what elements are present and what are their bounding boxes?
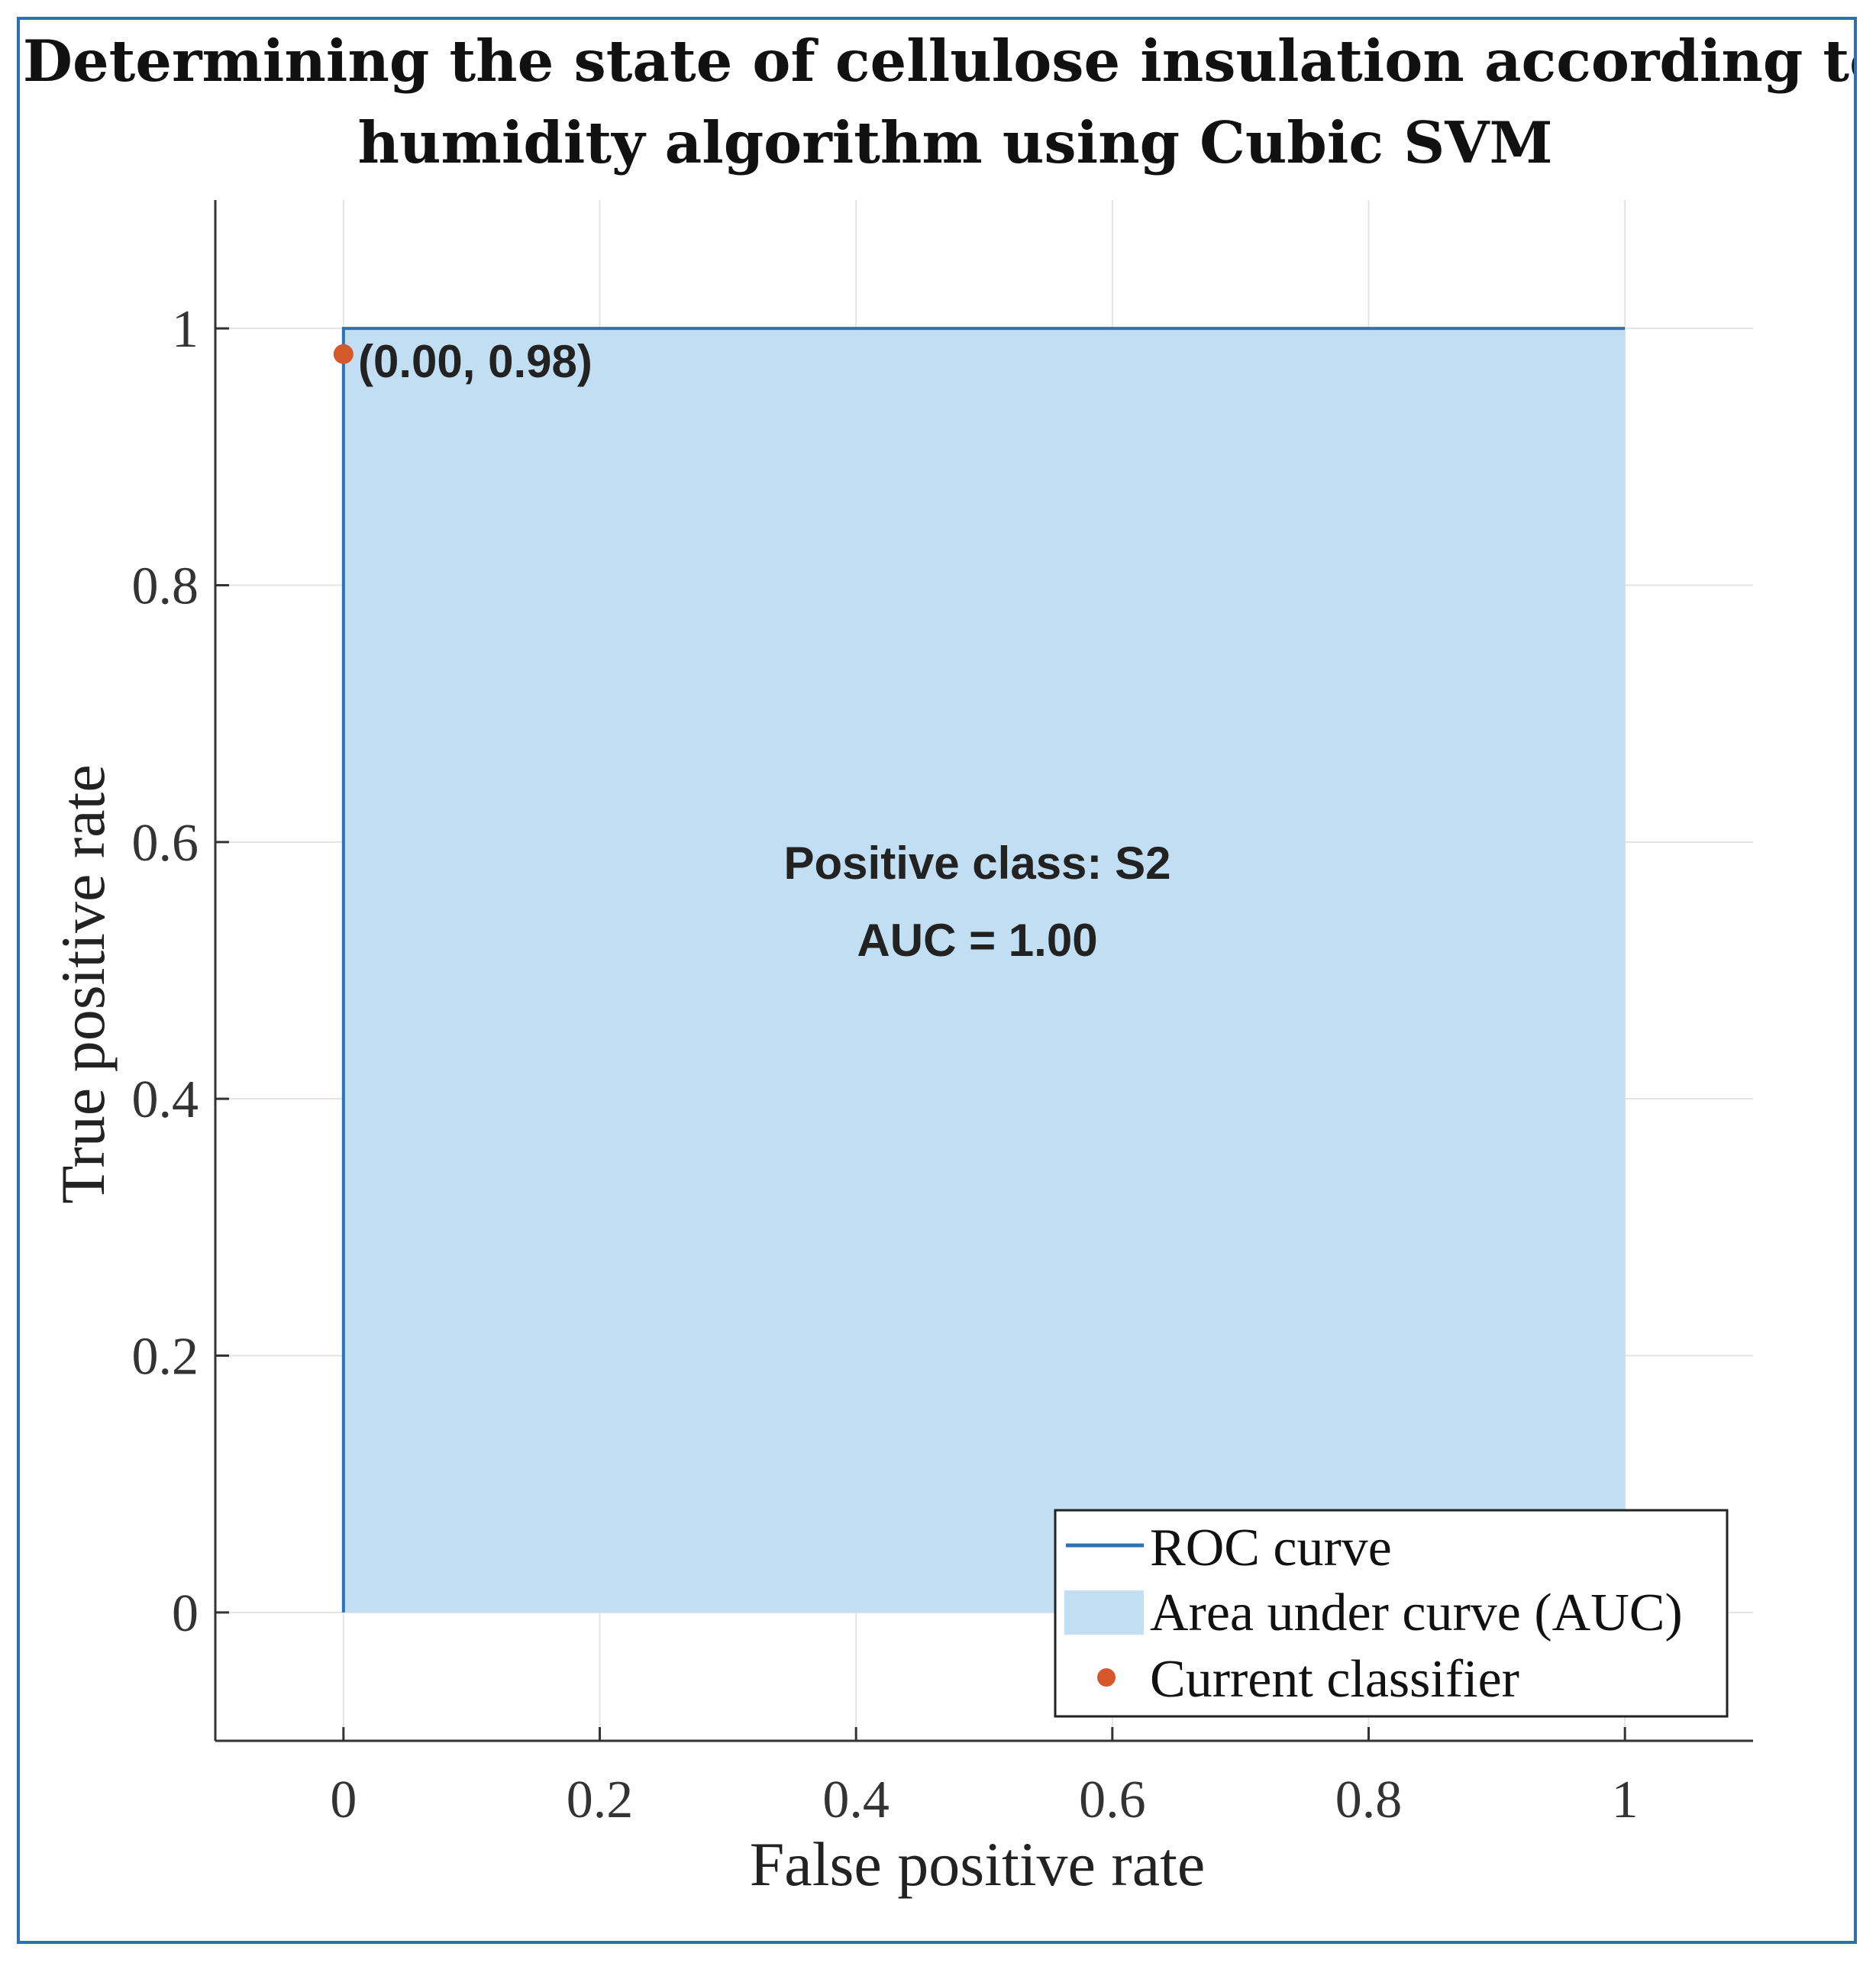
y-tick-label-2: 0.4 — [132, 1070, 199, 1129]
roc-chart: Determining the state of cellulose insul… — [23, 27, 1854, 1899]
x-tick-label-5: 1 — [1612, 1771, 1639, 1829]
legend-classifier-swatch — [1097, 1668, 1116, 1687]
x-tick-label-3: 0.6 — [1079, 1771, 1146, 1829]
axes — [214, 200, 1753, 1742]
y-tick-label-1: 0.2 — [132, 1328, 199, 1387]
y-tick-label-4: 0.8 — [132, 557, 199, 616]
classifier-point-layer — [333, 344, 354, 364]
x-axis-label: False positive rate — [750, 1829, 1206, 1899]
legend-box — [1054, 1509, 1729, 1718]
figure-frame: Determining the state of cellulose insul… — [17, 17, 1857, 1944]
tick-labels: 0 0.2 0.4 0.6 0.8 1 0 0.2 0.4 0.6 0.8 1 — [132, 300, 1639, 1829]
x-tick-label-0: 0 — [330, 1771, 357, 1829]
auc-area — [343, 328, 1626, 1613]
point-label: (0.00, 0.98) — [358, 336, 593, 387]
legend: ROC curve Area under curve (AUC) Current… — [1054, 1509, 1729, 1718]
y-tick-label-3: 0.6 — [132, 814, 199, 873]
positive-class-annotation: Positive class: S2 — [784, 838, 1171, 889]
legend-label-classifier: Current classifier — [1150, 1650, 1519, 1709]
legend-label-auc: Area under curve (AUC) — [1150, 1584, 1683, 1642]
chart-title-line-2: humidity algorithm using Cubic SVM — [357, 109, 1552, 176]
x-tick-label-1: 0.2 — [567, 1771, 634, 1829]
y-tick-label-5: 1 — [172, 300, 199, 359]
x-tick-label-4: 0.8 — [1335, 1771, 1403, 1829]
chart-title-line-1: Determining the state of cellulose insul… — [23, 27, 1854, 95]
roc-curve-line — [341, 327, 1626, 1613]
y-tick-label-0: 0 — [172, 1584, 199, 1643]
legend-auc-swatch — [1064, 1590, 1144, 1635]
auc-annotation: AUC = 1.00 — [857, 915, 1097, 966]
x-tick-label-2: 0.4 — [822, 1771, 890, 1829]
roc-curve-layer — [341, 327, 1626, 1613]
auc-area-layer — [343, 328, 1626, 1613]
legend-label-roc: ROC curve — [1150, 1519, 1392, 1577]
y-axis-label: True positive rate — [48, 764, 118, 1203]
current-classifier-point — [333, 344, 354, 364]
